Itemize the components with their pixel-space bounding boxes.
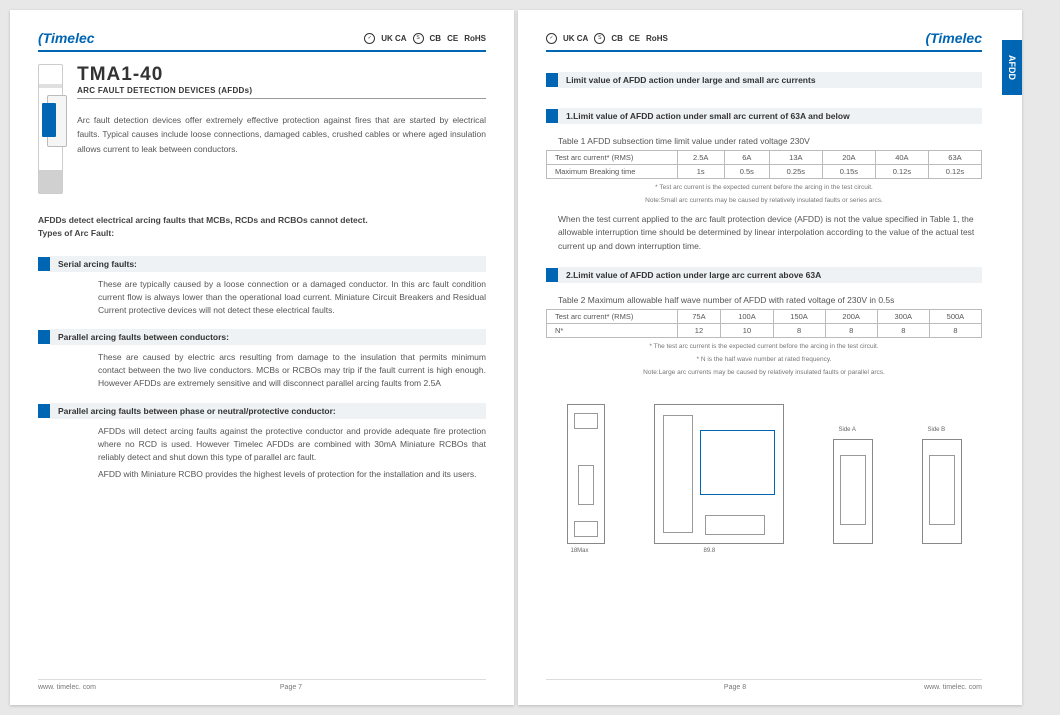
header-right: ✓ UK CA S CB CE RoHS Timelec	[546, 30, 982, 52]
page-number: Page 7	[280, 684, 302, 691]
footer-left: www. timelec. com Page 7	[38, 679, 486, 691]
section-bar-icon	[546, 73, 558, 87]
diagram-front-wrap: 18Max	[567, 404, 605, 544]
closing-text: AFDD with Miniature RCBO provides the hi…	[38, 468, 486, 481]
section-label: Parallel arcing faults between conductor…	[50, 329, 486, 345]
cert-ce: CE	[629, 34, 640, 43]
section-label: Parallel arcing faults between phase or …	[50, 403, 486, 419]
cert-icon: S	[413, 33, 424, 44]
page-right: AFDD ✓ UK CA S CB CE RoHS Timelec Limit …	[518, 10, 1022, 705]
section-bar-icon	[546, 109, 558, 123]
side-b-label: Side B	[928, 427, 946, 433]
table-row: Test arc current* (RMS)2.5A6A13A20A40A63…	[547, 151, 982, 165]
cert-ukca: UK CA	[381, 34, 406, 43]
section-bar-icon	[546, 268, 558, 282]
table-row: Maximum Breaking time1s0.5s0.25s0.15s0.1…	[547, 165, 982, 179]
cert-ukca: UK CA	[563, 34, 588, 43]
product-subtitle: ARC FAULT DETECTION DEVICES (AFDDs)	[77, 86, 486, 99]
table2-title: Table 2 Maximum allowable half wave numb…	[546, 295, 982, 305]
diagram-front	[567, 404, 605, 544]
section-label: Limit value of AFDD action under large a…	[558, 72, 982, 88]
section-head-parallel-phase: Parallel arcing faults between phase or …	[38, 403, 486, 419]
para-interpolation: When the test current applied to the arc…	[546, 213, 982, 253]
diagram-side	[654, 404, 784, 544]
logo: Timelec	[38, 30, 95, 46]
product-image	[38, 64, 63, 194]
section-body: AFDDs will detect arcing faults against …	[38, 425, 486, 465]
footer-url: www. timelec. com	[924, 684, 982, 691]
bold-statement: AFDDs detect electrical arcing faults th…	[38, 214, 486, 240]
header-left: Timelec ✓ UK CA S CB CE RoHS	[38, 30, 486, 52]
product-title: TMA1-40	[77, 64, 486, 86]
main-head: Limit value of AFDD action under large a…	[546, 72, 982, 88]
cert-row: ✓ UK CA S CB CE RoHS	[364, 33, 486, 44]
table1-title: Table 1 AFDD subsection time limit value…	[546, 136, 982, 146]
page-number: Page 8	[724, 684, 746, 691]
section-bar-icon	[38, 330, 50, 344]
side-a-label: Side A	[839, 427, 856, 433]
cert-icon: ✓	[364, 33, 375, 44]
title-block: TMA1-40 ARC FAULT DETECTION DEVICES (AFD…	[77, 64, 486, 194]
title-row: TMA1-40 ARC FAULT DETECTION DEVICES (AFD…	[38, 64, 486, 194]
cert-icon: S	[594, 33, 605, 44]
diagram-side-a	[833, 439, 873, 544]
footer-url: www. timelec. com	[38, 684, 96, 691]
table-2: Test arc current* (RMS)75A100A150A200A30…	[546, 309, 982, 338]
cert-icon: ✓	[546, 33, 557, 44]
table2-note2: * N is the half wave number at rated fre…	[546, 355, 982, 364]
section-body: These are typically caused by a loose co…	[38, 278, 486, 318]
section-head-parallel-cond: Parallel arcing faults between conductor…	[38, 329, 486, 345]
sub-head-1: 1.Limit value of AFDD action under small…	[546, 108, 982, 124]
table-row: N*12108888	[547, 323, 982, 337]
logo: Timelec	[925, 30, 982, 46]
diagram-side-b	[922, 439, 962, 544]
diagram-side-b-wrap: Side B	[922, 439, 962, 544]
table1-note1: * Test arc current is the expected curre…	[546, 183, 982, 192]
cert-cb: CB	[430, 34, 442, 43]
section-body: These are caused by electric arcs result…	[38, 351, 486, 391]
section-label: 2.Limit value of AFDD action under large…	[558, 267, 982, 283]
intro-text: Arc fault detection devices offer extrem…	[77, 113, 486, 156]
table1-note2: Note:Small arc currents may be caused by…	[546, 196, 982, 205]
section-bar-icon	[38, 404, 50, 418]
table2-note1: * The test arc current is the expected c…	[546, 342, 982, 351]
section-label: Serial arcing faults:	[50, 256, 486, 272]
cert-rohs: RoHS	[646, 34, 668, 43]
cert-ce: CE	[447, 34, 458, 43]
measure-front-w: 18Max	[571, 548, 589, 554]
diagram-row: 18Max 89.8 Side A Side B	[546, 389, 982, 544]
section-head-serial: Serial arcing faults:	[38, 256, 486, 272]
diagram-side-a-wrap: Side A	[833, 439, 873, 544]
footer-right: Page 8 www. timelec. com	[546, 679, 982, 691]
cert-rohs: RoHS	[464, 34, 486, 43]
side-tab: AFDD	[1002, 40, 1022, 95]
table-1: Test arc current* (RMS)2.5A6A13A20A40A63…	[546, 150, 982, 179]
page-left: Timelec ✓ UK CA S CB CE RoHS TMA1-40 ARC…	[10, 10, 514, 705]
sub-head-2: 2.Limit value of AFDD action under large…	[546, 267, 982, 283]
section-label: 1.Limit value of AFDD action under small…	[558, 108, 982, 124]
cert-row: ✓ UK CA S CB CE RoHS	[546, 33, 668, 44]
diagram-side-wrap: 89.8	[654, 404, 784, 544]
page-spread: Timelec ✓ UK CA S CB CE RoHS TMA1-40 ARC…	[10, 10, 1050, 705]
section-bar-icon	[38, 257, 50, 271]
measure-side-w: 89.8	[704, 548, 716, 554]
cert-cb: CB	[611, 34, 623, 43]
table-row: Test arc current* (RMS)75A100A150A200A30…	[547, 309, 982, 323]
table2-note3: Note:Large arc currents may be caused by…	[546, 368, 982, 377]
